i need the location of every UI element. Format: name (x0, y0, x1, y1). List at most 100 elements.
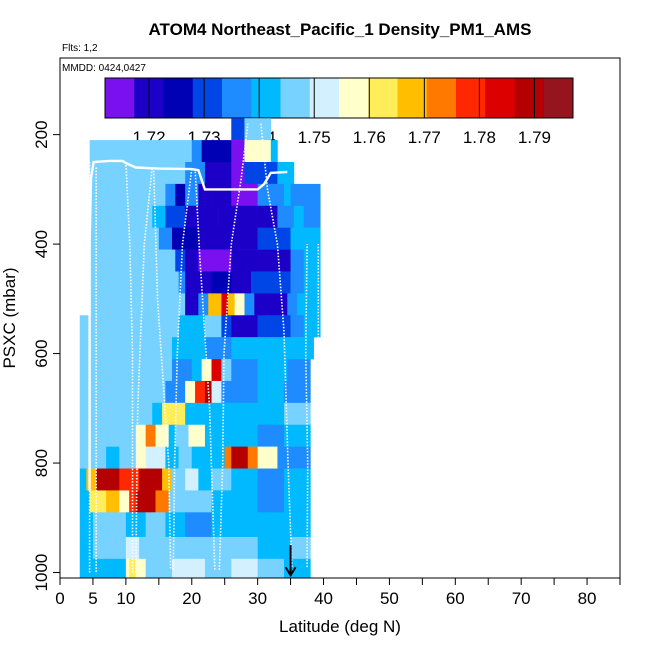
heatmap-cell (92, 536, 127, 560)
heatmap-cell (204, 424, 232, 447)
heatmap-cell (244, 140, 272, 163)
heatmap-cell (198, 227, 232, 250)
heatmap-cell (119, 468, 140, 491)
heatmap-cell (303, 249, 321, 272)
heatmap-cell (165, 512, 186, 538)
heatmap-cell (257, 315, 291, 338)
y-tick-label: 200 (32, 120, 51, 148)
heatmap-cell (172, 337, 206, 360)
heatmap-cell (185, 536, 212, 560)
flight-track-main (88, 159, 288, 491)
heatmap-cell (231, 490, 258, 513)
heatmap-cell (145, 558, 173, 579)
y-tick-label: 800 (32, 449, 51, 477)
x-tick-label: 70 (512, 589, 531, 608)
heatmap-cell (237, 205, 278, 228)
heatmap-cell (257, 536, 291, 560)
heatmap-cell (79, 558, 127, 579)
heatmap-cell (185, 293, 199, 316)
colorbar-segment (339, 78, 369, 118)
heatmap-cell (254, 293, 288, 316)
heatmap-cell (162, 468, 173, 491)
heatmap-cell (188, 315, 206, 338)
heatmap-cell (119, 446, 137, 469)
heatmap-cell (284, 490, 311, 513)
heatmap-cell (185, 402, 199, 426)
x-tick-label: 60 (446, 589, 465, 608)
x-axis-label: Latitude (deg N) (279, 617, 401, 636)
heatmap-cell (290, 183, 321, 207)
flight-track-profile (172, 168, 193, 570)
heatmap-cell (191, 140, 202, 163)
heatmap-cell (284, 468, 311, 491)
heatmap-cell (211, 536, 239, 560)
flight-track-profile (125, 161, 134, 573)
heatmap-cell (168, 424, 176, 447)
x-tick-label: 5 (88, 589, 97, 608)
x-tick-label: 30 (248, 589, 267, 608)
heatmap-cell (257, 359, 288, 382)
heatmap-cell (284, 424, 311, 447)
heatmap-cell (139, 536, 166, 560)
heatmap-cell (290, 536, 311, 560)
heatmap-cell (204, 162, 232, 185)
heatmap-cell (257, 558, 285, 579)
y-tick-label: 1000 (32, 554, 51, 592)
colorbar-segment (222, 78, 252, 118)
heatmap-cell (79, 402, 153, 426)
heatmap-cell (221, 315, 232, 338)
colorbar-segment (485, 78, 515, 118)
flight-track-profile (135, 167, 153, 573)
colorbar: 1.721.731.741.751.761.771.781.79 (104, 77, 574, 147)
heatmap-cell (89, 227, 160, 250)
heatmap-cell (185, 205, 219, 228)
heatmap-cell (165, 183, 176, 207)
heatmap-cell (79, 536, 94, 560)
heatmap-cell (79, 315, 179, 338)
heatmap-cell (277, 205, 295, 228)
heatmap-cell (257, 183, 285, 207)
heatmap-cell (231, 183, 258, 207)
x-tick-label: 50 (380, 589, 399, 608)
latitude-marker-arrow (284, 545, 297, 578)
heatmap-cell (284, 380, 311, 404)
chart-title: ATOM4 Northeast_Pacific_1 Density_PM1_AM… (149, 20, 532, 39)
colorbar-frame (104, 77, 574, 119)
heatmap-cell (244, 162, 278, 185)
heatmap-cell (185, 468, 199, 491)
flight-tracks (88, 123, 320, 573)
plot-frame (59, 57, 621, 579)
heatmap-cell (237, 536, 258, 560)
x-tick-label: 40 (314, 589, 333, 608)
heatmap-cell (211, 271, 232, 294)
heatmap-cell (145, 446, 166, 469)
heatmap-cell (165, 536, 186, 560)
heatmap-cell (221, 359, 232, 382)
heatmap-cell (224, 446, 232, 469)
heatmap-cell (79, 424, 137, 447)
heatmap-cell (211, 402, 232, 426)
heatmap-cell (231, 227, 258, 250)
x-tick-label: 0 (55, 589, 64, 608)
heatmap-cell (303, 315, 321, 338)
heatmap-cell (89, 140, 193, 163)
heatmap-cell (155, 424, 170, 447)
marker-head (284, 566, 297, 578)
heatmap-cell (191, 446, 212, 469)
colorbar-segment (426, 78, 457, 118)
heatmap-cell (303, 227, 321, 250)
heatmap-cell (172, 558, 206, 579)
heatmap-cell (106, 490, 120, 513)
heatmap-cell (287, 359, 311, 382)
heatmap-cell (198, 293, 209, 316)
heatmap-cell (145, 512, 166, 538)
heatmap-cell (257, 424, 285, 447)
heatmap-cell (79, 512, 94, 538)
heatmap-cell (158, 227, 173, 250)
colorbar-segment (251, 78, 281, 118)
colorbar-tick-label: 1.75 (298, 128, 331, 147)
flight-track-profile (260, 123, 293, 568)
heatmap-cell (257, 402, 285, 426)
heatmap-cell (231, 337, 258, 360)
heatmap-cell (106, 446, 120, 469)
